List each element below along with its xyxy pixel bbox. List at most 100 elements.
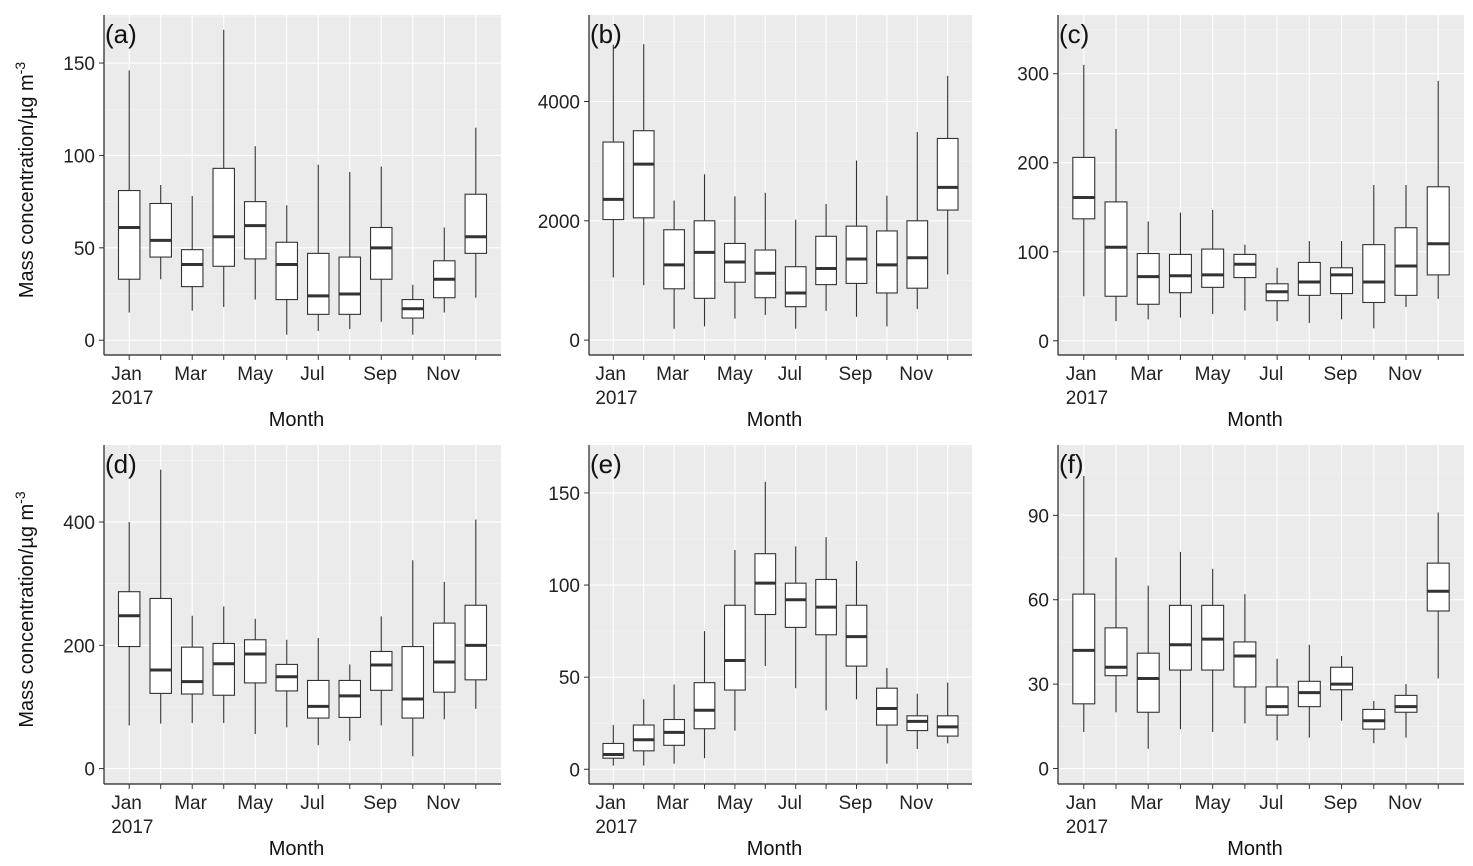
x-tick-label: Jan 2017 (1066, 364, 1108, 409)
box-apr (693, 631, 716, 759)
x-tick-label: Jul (300, 364, 324, 385)
box-dec (936, 682, 959, 744)
x-tick-label: Sep (363, 364, 397, 385)
iqr-box (1072, 156, 1096, 220)
x-tick-label: Nov (1388, 793, 1422, 814)
box-feb (149, 185, 172, 280)
y-tick-label: 90 (1028, 506, 1049, 527)
y-axis-title-exponent: -3 (12, 62, 28, 75)
x-tick-label-line: Jan (111, 793, 142, 814)
iqr-box (1426, 186, 1450, 276)
box-jan (117, 70, 141, 313)
iqr-box (243, 201, 267, 260)
box-nov (906, 131, 929, 310)
x-tick-label: Jul (300, 793, 324, 814)
box-nov (433, 581, 456, 720)
box-jan (117, 522, 141, 726)
box-feb (1104, 128, 1128, 322)
x-tick-label: Mar (656, 793, 689, 814)
box-mar (180, 196, 204, 311)
y-axis-title: Mass concentration/µg m-3 (12, 62, 38, 299)
iqr-box (275, 241, 299, 301)
y-tick-label: 150 (63, 54, 95, 75)
x-tick-label-line: Jul (778, 793, 802, 814)
x-tick-label-line: Mar (174, 364, 207, 385)
x-tick-label-line: Sep (363, 793, 397, 814)
x-tick-label: May (717, 364, 753, 385)
box-dec (1426, 80, 1450, 299)
x-tick-label: Mar (1130, 793, 1163, 814)
x-tick-label: Nov (426, 793, 460, 814)
x-tick-label: Jul (1259, 793, 1283, 814)
iqr-box (876, 230, 898, 294)
x-tick-label: Nov (899, 364, 933, 385)
y-axis-title-text: Mass concentration/µg m (16, 504, 38, 728)
x-tick-label: Sep (838, 793, 872, 814)
panel-d: 0 200 400 Jan 2017 Mar May Jul Sep Nov Month (d) Mas… (12, 445, 501, 860)
x-tick-label: May (717, 793, 753, 814)
box-nov (1394, 185, 1418, 307)
x-tick-label: Mar (1130, 364, 1163, 385)
iqr-box (212, 642, 235, 696)
x-tick-label-line: Sep (1324, 793, 1358, 814)
iqr-box (1330, 267, 1354, 295)
plot-background (1058, 15, 1464, 355)
iqr-box (1394, 227, 1418, 296)
panel-b: 0 2000 4000 Jan 2017 Mar May Jul Sep Nov Month (b) (538, 15, 972, 431)
box-apr (1168, 212, 1192, 318)
x-tick-label-line: May (237, 793, 273, 814)
iqr-box (693, 682, 716, 730)
box-may (724, 196, 746, 319)
iqr-box (243, 639, 267, 684)
x-tick-label-line: 2017 (1066, 817, 1108, 838)
x-tick-label-line: Jul (300, 793, 324, 814)
y-tick-label: 4000 (538, 92, 580, 113)
box-jul (306, 164, 330, 331)
y-axis-title-exponent: -3 (12, 491, 28, 504)
y-axis-title: Mass concentration/µg m-3 (12, 491, 38, 728)
x-tick-label: May (1195, 364, 1231, 385)
box-nov (1394, 684, 1418, 738)
box-oct (401, 284, 425, 335)
box-aug (1297, 644, 1321, 738)
x-axis-title: Month (269, 409, 325, 431)
box-mar (1136, 221, 1160, 320)
x-tick-label: Jan 2017 (111, 364, 153, 409)
box-jun (754, 192, 777, 316)
box-jul (1265, 658, 1289, 741)
x-tick-label-line: Jan (1066, 364, 1097, 385)
y-tick-label: 0 (1038, 760, 1049, 781)
box-aug (1297, 241, 1321, 323)
iqr-box (1136, 252, 1160, 305)
iqr-box (117, 591, 141, 648)
iqr-box (370, 226, 393, 280)
x-tick-label-line: 2017 (1066, 388, 1108, 409)
iqr-box (212, 167, 235, 267)
box-apr (212, 29, 235, 307)
box-nov (433, 227, 456, 313)
box-oct (876, 667, 898, 764)
iqr-box (306, 252, 330, 315)
box-sep (370, 616, 393, 726)
x-tick-label: May (237, 364, 273, 385)
box-dec (464, 127, 488, 298)
panel-label: (b) (590, 19, 622, 49)
x-tick-label: May (237, 793, 273, 814)
x-axis-title: Month (1227, 838, 1283, 860)
box-mar (663, 684, 685, 764)
box-mar (663, 200, 685, 329)
box-jan (602, 725, 625, 766)
iqr-box (1362, 244, 1386, 304)
x-tick-label: Jan 2017 (595, 364, 637, 409)
iqr-box (784, 582, 807, 628)
x-tick-label-line: Mar (656, 793, 689, 814)
iqr-box (906, 715, 929, 732)
x-axis-title: Month (269, 838, 325, 860)
x-tick-label-line: Sep (1324, 364, 1358, 385)
x-tick-label-line: Jan (1066, 793, 1097, 814)
iqr-box (1168, 604, 1192, 671)
x-tick-label-line: Jan (111, 364, 142, 385)
panel-c: 0 100 200 300 Jan 2017 Mar May Jul Sep Nov Month (c) (1017, 15, 1464, 431)
iqr-box (1233, 641, 1257, 688)
iqr-box (1104, 627, 1128, 677)
